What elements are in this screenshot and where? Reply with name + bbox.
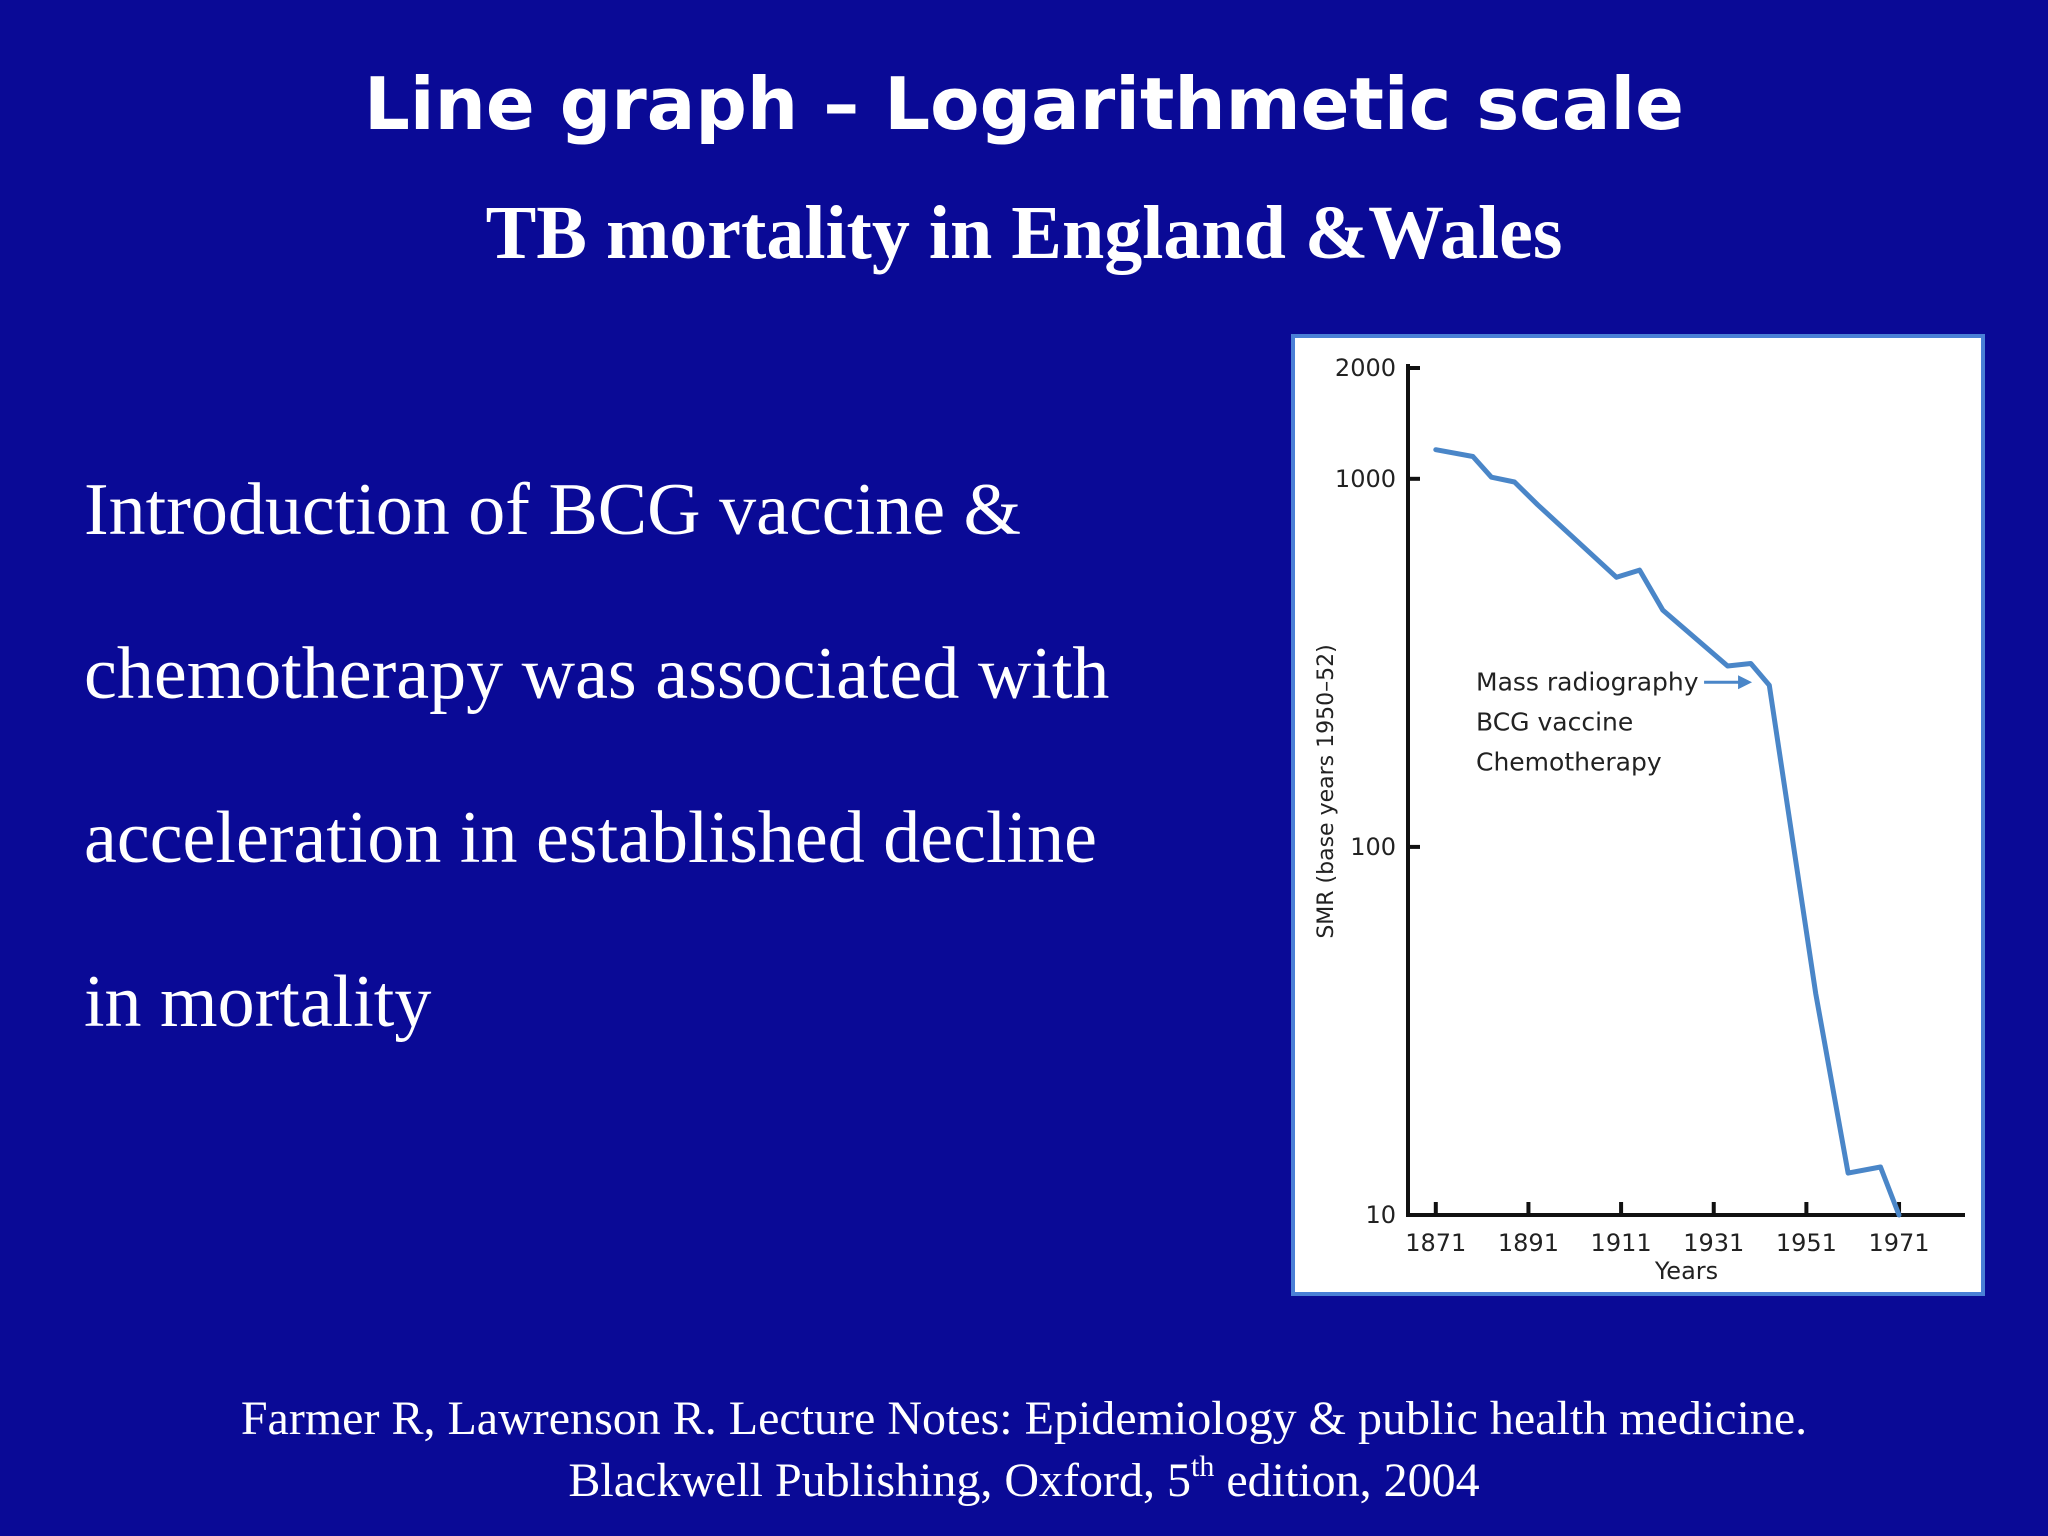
x-axis-title: Years — [1654, 1257, 1718, 1285]
annotation-label: Mass radiography — [1476, 667, 1699, 696]
tb-mortality-chart: 10 100 1000 2000 1871 1891 1911 1931 1951 1971 Yea… — [1314, 354, 1965, 1285]
slide-title: Line graph – Logarithmetic scale — [364, 62, 1684, 146]
x-tick-label: 1931 — [1683, 1229, 1744, 1257]
citation: Farmer R, Lawrenson R. Lecture Notes: Ep… — [0, 1388, 2048, 1512]
citation-line-2-text: Blackwell Publishing, Oxford, 5 — [568, 1454, 1191, 1507]
data-series-line — [1433, 447, 1902, 1218]
annotation-arrow-head — [1738, 675, 1753, 690]
body-line-3: acceleration in established decline — [84, 797, 1097, 879]
annotation-label: Chemotherapy — [1476, 747, 1662, 776]
body-text: Introduction of BCG vaccine & chemothera… — [84, 462, 1264, 1118]
y-tick-label: 100 — [1350, 833, 1396, 861]
x-tick-label: 1911 — [1591, 1229, 1652, 1257]
body-line-1: Introduction of BCG vaccine & — [84, 469, 1022, 551]
body-line-4: in mortality — [84, 961, 432, 1043]
slide-subtitle: TB mortality in England &Wales — [485, 191, 1563, 275]
y-tick-label: 1000 — [1335, 465, 1396, 493]
x-tick-label: 1971 — [1869, 1229, 1930, 1257]
x-tick-label: 1951 — [1776, 1229, 1837, 1257]
x-tick-label: 1871 — [1405, 1229, 1466, 1257]
annotation-label: BCG vaccine — [1476, 707, 1633, 736]
citation-line-1: Farmer R, Lawrenson R. Lecture Notes: Ep… — [240, 1392, 1808, 1445]
y-axis-title: SMR (base years 1950–52) — [1314, 644, 1339, 938]
chart-frame: 10 100 1000 2000 1871 1891 1911 1931 1951 1971 Yea… — [1291, 334, 1985, 1296]
body-line-2: chemotherapy was associated with — [84, 633, 1110, 715]
citation-line-2-end: edition, 2004 — [1214, 1454, 1480, 1507]
x-tick-label: 1891 — [1498, 1229, 1559, 1257]
y-tick-label: 10 — [1365, 1201, 1396, 1229]
citation-superscript: th — [1190, 1450, 1215, 1483]
y-tick-label: 2000 — [1335, 354, 1396, 382]
citation-line-2: Blackwell Publishing, Oxford, 5th editio… — [0, 1450, 2048, 1512]
